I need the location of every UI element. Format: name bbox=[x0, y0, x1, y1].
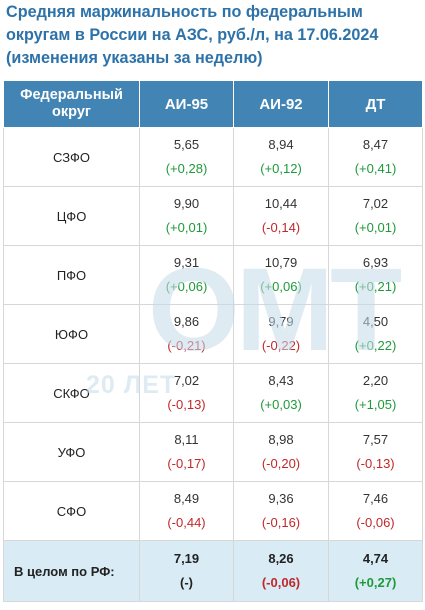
ai92-cell: 10,79 (+0,06) bbox=[233, 245, 329, 305]
ai95-value: 9,31 bbox=[173, 254, 200, 270]
header-dt: ДТ bbox=[328, 80, 423, 128]
ai92-change: (-0,22) bbox=[261, 337, 301, 353]
dt-change: (+0,01) bbox=[354, 219, 397, 235]
table-row: ЮФО 9,86 (-0,21) 9,79 (-0,22) 4,50 (+0,22) bbox=[3, 304, 423, 364]
ai95-cell: 5,65 (+0,28) bbox=[139, 127, 234, 187]
table-row: СКФО 7,02 (-0,13) 8,43 (+0,03) 2,20 (+1,05) bbox=[3, 363, 423, 423]
header-region: Федеральный округ bbox=[3, 80, 140, 128]
table-row: ЦФО 9,90 (+0,01) 10,44 (-0,14) 7,02 (+0,01) bbox=[3, 186, 423, 246]
ai92-cell: 8,94 (+0,12) bbox=[233, 127, 329, 187]
ai92-cell: 9,79 (-0,22) bbox=[233, 304, 329, 364]
ai92-cell: 8,98 (-0,20) bbox=[233, 422, 329, 482]
total-row: В целом по РФ: 7,19 (-) 8,26 (-0,06) 4,74 (… bbox=[3, 540, 423, 602]
total-dt-value: 4,74 bbox=[362, 550, 389, 566]
header-ai92: АИ-92 bbox=[233, 80, 329, 128]
ai92-change: (-0,16) bbox=[261, 514, 301, 530]
total-dt-change: (+0,27) bbox=[354, 574, 397, 590]
ai95-value: 5,65 bbox=[173, 136, 200, 152]
ai92-value: 9,79 bbox=[268, 313, 294, 329]
ai92-change: (+0,06) bbox=[260, 278, 302, 294]
dt-change: (-0,13) bbox=[356, 455, 395, 471]
ai92-change: (+0,12) bbox=[260, 160, 302, 176]
ai92-change: (-0,20) bbox=[261, 455, 301, 471]
ai95-value: 9,90 bbox=[173, 195, 200, 211]
dt-value: 6,93 bbox=[362, 254, 389, 270]
ai95-change: (+0,06) bbox=[165, 278, 208, 294]
ai92-cell: 9,36 (-0,16) bbox=[233, 481, 329, 541]
dt-cell: 4,50 (+0,22) bbox=[328, 304, 423, 364]
dt-change: (-0,06) bbox=[356, 514, 395, 530]
region-cell: СЗФО bbox=[3, 127, 140, 187]
ai95-value: 8,49 bbox=[173, 490, 200, 506]
ai95-change: (+0,28) bbox=[165, 160, 208, 176]
dt-cell: 7,57 (-0,13) bbox=[328, 422, 423, 482]
region-cell: ПФО bbox=[3, 245, 140, 305]
ai95-change: (-0,17) bbox=[167, 455, 206, 471]
total-ai92-value: 8,26 bbox=[268, 550, 294, 566]
total-dt-cell: 4,74 (+0,27) bbox=[328, 540, 423, 602]
table-row: ПФО 9,31 (+0,06) 10,79 (+0,06) 6,93 (+0,21) bbox=[3, 245, 423, 305]
ai95-value: 8,11 bbox=[174, 431, 199, 447]
table-row: СЗФО 5,65 (+0,28) 8,94 (+0,12) 8,47 (+0,41) bbox=[3, 127, 423, 187]
dt-value: 8,47 bbox=[362, 136, 389, 152]
total-label: В целом по РФ: bbox=[3, 540, 140, 602]
ai95-cell: 9,86 (-0,21) bbox=[139, 304, 234, 364]
dt-value: 7,02 bbox=[362, 195, 389, 211]
region-cell: СФО bbox=[3, 481, 140, 541]
total-ai95-cell: 7,19 (-) bbox=[139, 540, 234, 602]
region-cell: ЮФО bbox=[3, 304, 140, 364]
ai95-cell: 8,11 (-0,17) bbox=[139, 422, 234, 482]
ai92-change: (-0,14) bbox=[261, 219, 301, 235]
dt-change: (+0,21) bbox=[354, 278, 397, 294]
ai92-change: (+0,03) bbox=[260, 396, 302, 412]
header-row: Федеральный округ АИ-95 АИ-92 ДТ bbox=[3, 80, 423, 128]
ai92-cell: 8,43 (+0,03) bbox=[233, 363, 329, 423]
region-cell: ЦФО bbox=[3, 186, 140, 246]
dt-value: 4,50 bbox=[362, 313, 389, 329]
ai92-value: 9,36 bbox=[268, 490, 294, 506]
dt-change: (+0,22) bbox=[354, 337, 397, 353]
total-ai92-change: (-0,06) bbox=[261, 574, 301, 590]
ai95-cell: 9,90 (+0,01) bbox=[139, 186, 234, 246]
region-cell: УФО bbox=[3, 422, 140, 482]
ai92-value: 8,94 bbox=[268, 136, 294, 152]
dt-change: (+0,41) bbox=[354, 160, 397, 176]
page-title: Средняя маржинальность по федеральным ок… bbox=[6, 3, 379, 67]
dt-value: 7,46 bbox=[362, 490, 389, 506]
total-ai92-cell: 8,26 (-0,06) bbox=[233, 540, 329, 602]
dt-cell: 7,46 (-0,06) bbox=[328, 481, 423, 541]
ai92-value: 10,44 bbox=[264, 195, 298, 211]
ai92-cell: 10,44 (-0,14) bbox=[233, 186, 329, 246]
ai92-value: 8,98 bbox=[268, 431, 294, 447]
margin-table: Федеральный округ АИ-95 АИ-92 ДТ СЗФО 5,… bbox=[3, 80, 423, 602]
header-ai95: АИ-95 bbox=[139, 80, 234, 128]
ai95-change: (+0,01) bbox=[165, 219, 208, 235]
dt-change: (+1,05) bbox=[354, 396, 397, 412]
ai95-change: (-0,44) bbox=[167, 514, 206, 530]
ai92-value: 8,43 bbox=[268, 372, 294, 388]
ai92-value: 10,79 bbox=[264, 254, 298, 270]
total-ai95-value: 7,19 bbox=[173, 550, 200, 566]
region-cell: СКФО bbox=[3, 363, 140, 423]
ai95-value: 7,02 bbox=[173, 372, 200, 388]
table-row: СФО 8,49 (-0,44) 9,36 (-0,16) 7,46 (-0,06) bbox=[3, 481, 423, 541]
dt-cell: 7,02 (+0,01) bbox=[328, 186, 423, 246]
dt-cell: 6,93 (+0,21) bbox=[328, 245, 423, 305]
ai95-change: (-0,13) bbox=[167, 396, 206, 412]
dt-cell: 2,20 (+1,05) bbox=[328, 363, 423, 423]
ai95-cell: 7,02 (-0,13) bbox=[139, 363, 234, 423]
table-row: УФО 8,11 (-0,17) 8,98 (-0,20) 7,57 (-0,13) bbox=[3, 422, 423, 482]
dt-value: 2,20 bbox=[362, 372, 389, 388]
dt-value: 7,57 bbox=[362, 431, 389, 447]
ai95-cell: 8,49 (-0,44) bbox=[139, 481, 234, 541]
total-ai95-change: (-) bbox=[180, 574, 193, 590]
dt-cell: 8,47 (+0,41) bbox=[328, 127, 423, 187]
ai95-change: (-0,21) bbox=[167, 337, 206, 353]
ai95-value: 9,86 bbox=[173, 313, 200, 329]
ai95-cell: 9,31 (+0,06) bbox=[139, 245, 234, 305]
